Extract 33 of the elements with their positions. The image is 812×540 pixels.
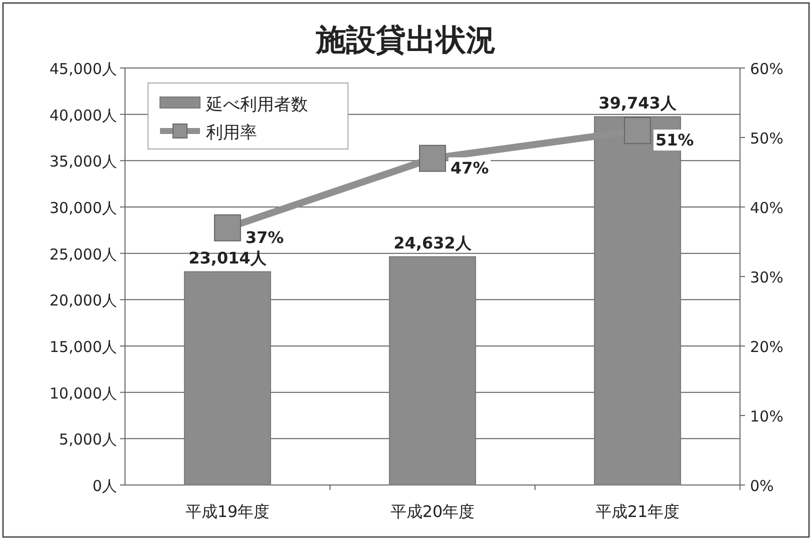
y-tick-label: 40,000人 [50, 106, 117, 124]
data-label: 23,014人 [188, 248, 268, 268]
data-label: 39,743人 [598, 94, 678, 113]
y-tick-label: 20,000人 [50, 292, 117, 310]
y2-tick-label: 60% [750, 60, 784, 78]
y2-tick-label: 30% [750, 268, 784, 286]
y-tick-label: 30,000人 [50, 199, 117, 217]
x-tick-label: 平成21年度 [595, 502, 680, 521]
bar [184, 271, 272, 486]
y2-tick-label: 10% [750, 408, 784, 426]
legend-label: 利用率 [206, 123, 257, 143]
y-tick-label: 25,000人 [50, 245, 117, 264]
y-tick-label: 15,000人 [50, 338, 117, 356]
data-label: 37% [246, 228, 284, 247]
x-tick-label: 平成19年度 [185, 502, 270, 521]
y-tick-label: 0人 [92, 477, 117, 495]
legend-label: 延べ利用者数 [205, 95, 308, 115]
y2-tick-label: 40% [750, 199, 784, 217]
bar [388, 256, 476, 486]
y2-tick-label: 50% [750, 130, 784, 148]
y2-tick-label: 0% [750, 477, 774, 495]
point [214, 214, 241, 242]
data-label: 24,632人 [394, 234, 472, 253]
x-tick-label: 平成20年度 [390, 502, 475, 521]
y-tick-label: 35,000人 [50, 152, 117, 171]
y-tick-label: 10,000人 [50, 384, 117, 402]
y-tick-label: 5,000人 [59, 430, 117, 449]
y-tick-label: 45,000人 [50, 60, 117, 78]
data-label: 51% [656, 130, 694, 150]
point [419, 144, 446, 172]
chart-title: 施設貸出状況 [315, 23, 496, 58]
y2-tick-label: 20% [750, 338, 784, 356]
data-label: 47% [450, 158, 489, 178]
